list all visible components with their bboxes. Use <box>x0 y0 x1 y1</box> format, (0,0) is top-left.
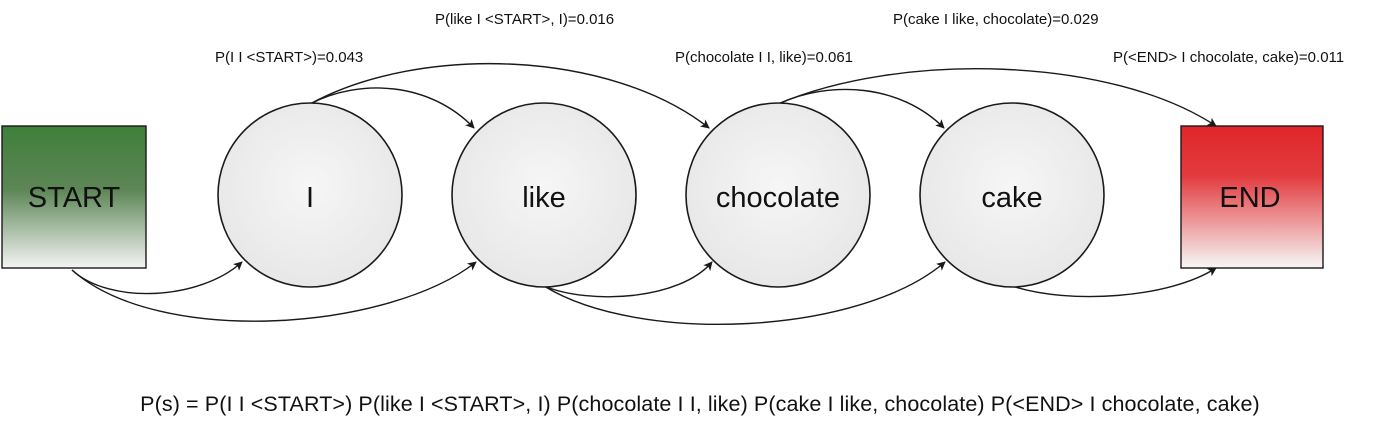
edge-label-p-cake: P(cake I like, chocolate)=0.029 <box>893 11 1099 28</box>
node-chocolate <box>685 102 871 288</box>
edge-i-to-like <box>309 87 475 129</box>
edge-chocolate-to-end <box>777 68 1217 127</box>
trigram-diagram: START I like chocolate cake END P(I I <S… <box>1 11 1344 325</box>
edge-like-to-chocolate <box>543 261 713 298</box>
end-node <box>1180 125 1324 269</box>
node-like-label: like <box>522 182 566 214</box>
node-chocolate-label: chocolate <box>716 182 840 214</box>
edge-start-to-i <box>71 261 243 295</box>
node-cake-label: cake <box>981 182 1042 214</box>
edge-like-to-cake <box>543 261 946 325</box>
edge-label-p-like: P(like I <START>, I)=0.016 <box>435 11 614 28</box>
node-cake <box>919 102 1105 288</box>
edge-label-p-end: P(<END> I chocolate, cake)=0.011 <box>1113 49 1344 66</box>
edge-label-p-chocolate: P(chocolate I I, like)=0.061 <box>675 49 853 66</box>
start-node-label: START <box>28 182 121 214</box>
node-like <box>451 102 637 288</box>
edge-label-p-i: P(I I <START>)=0.043 <box>215 49 363 66</box>
start-node <box>1 125 147 269</box>
sentence-probability-formula: P(s) = P(I I <START>) P(like I <START>, … <box>140 392 1260 416</box>
edge-cake-to-end <box>1011 267 1217 298</box>
node-i-label: I <box>306 182 314 214</box>
end-node-label: END <box>1219 182 1280 214</box>
node-i <box>217 102 403 288</box>
edge-start-to-like <box>71 261 477 322</box>
edge-i-to-chocolate <box>309 62 710 129</box>
